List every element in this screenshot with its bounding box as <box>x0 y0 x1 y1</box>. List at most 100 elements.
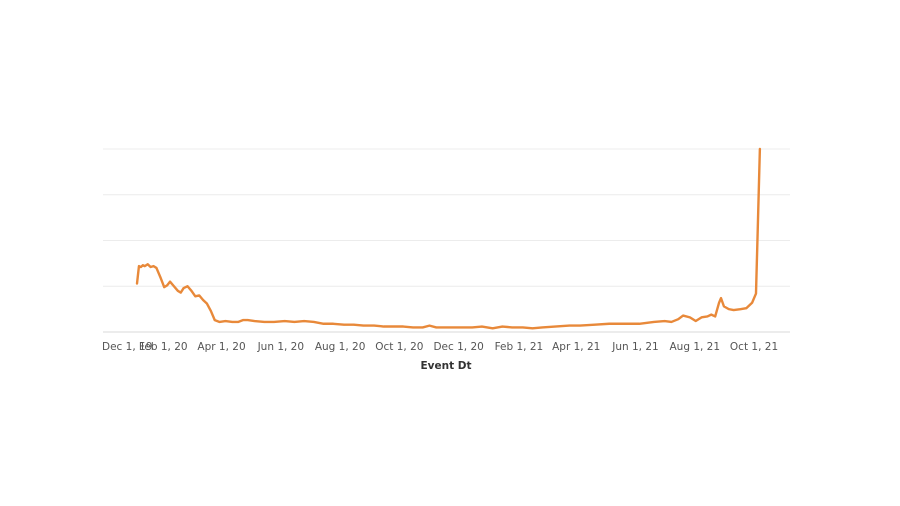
x-tick-label: Feb 1, 21 <box>495 341 544 353</box>
data-point <box>373 324 376 327</box>
data-point <box>152 265 155 268</box>
data-point <box>141 264 144 267</box>
data-point <box>343 323 345 326</box>
data-point <box>176 289 179 292</box>
data-point <box>382 325 385 328</box>
data-point <box>206 302 208 305</box>
data-point <box>136 282 138 285</box>
data-point <box>246 319 249 322</box>
data-point <box>739 308 742 311</box>
data-point <box>720 297 722 300</box>
data-point <box>140 266 142 268</box>
data-point <box>149 266 152 268</box>
data-point <box>322 322 325 325</box>
data-point <box>568 324 571 327</box>
gridlines <box>103 148 790 333</box>
x-tick-label: Oct 1, 20 <box>375 341 423 353</box>
x-tick-label: Feb 1, 20 <box>139 341 188 353</box>
data-point <box>579 324 582 327</box>
data-point <box>182 287 185 289</box>
x-tick-label: Jun 1, 20 <box>257 341 304 353</box>
data-point <box>155 267 158 269</box>
data-point <box>677 318 680 321</box>
data-point <box>392 325 395 328</box>
data-point <box>173 285 175 288</box>
data-point <box>521 326 524 329</box>
data-point <box>471 326 474 329</box>
data-point <box>332 322 335 325</box>
x-axis-title: Event Dt <box>420 360 471 372</box>
data-point <box>745 307 748 310</box>
data-point <box>273 321 275 323</box>
data-point <box>146 263 149 266</box>
data-point <box>412 326 414 329</box>
data-point <box>706 315 709 318</box>
data-point <box>190 289 193 292</box>
data-point <box>237 321 239 323</box>
data-point <box>511 326 513 329</box>
x-tick-label: Apr 1, 20 <box>197 341 245 353</box>
data-point <box>714 315 717 318</box>
data-point <box>755 292 757 295</box>
data-point <box>663 320 666 322</box>
x-tick-label: Jun 1, 21 <box>611 341 658 353</box>
data-point <box>447 326 449 329</box>
data-point <box>732 309 735 311</box>
series-layer <box>135 147 762 330</box>
x-tick-label: Dec 1, 19 <box>102 341 152 353</box>
data-point <box>186 285 189 288</box>
data-point <box>163 286 166 289</box>
data-point <box>682 314 685 317</box>
x-tick-label: Dec 1, 20 <box>433 341 483 353</box>
data-point <box>143 265 146 268</box>
data-point <box>751 301 753 304</box>
data-point <box>179 291 182 294</box>
series-line <box>135 147 762 330</box>
data-point <box>194 295 197 298</box>
data-point <box>402 325 405 328</box>
data-point <box>670 321 673 323</box>
data-point <box>242 319 244 322</box>
data-point <box>231 321 234 323</box>
data-point <box>608 322 611 325</box>
data-point <box>166 284 169 287</box>
data-point <box>209 310 212 312</box>
data-point <box>428 324 431 327</box>
data-point <box>159 276 162 278</box>
data-point <box>710 313 713 316</box>
data-point <box>491 327 494 330</box>
data-point <box>758 148 761 150</box>
data-point <box>531 327 534 330</box>
data-point <box>283 320 286 322</box>
data-point <box>293 321 296 323</box>
x-tick-label: Apr 1, 21 <box>552 341 600 353</box>
data-point <box>541 326 544 329</box>
data-point <box>553 325 556 328</box>
data-point <box>501 325 504 328</box>
data-point <box>757 221 759 224</box>
data-point <box>638 322 641 325</box>
data-point <box>653 321 655 323</box>
data-point <box>727 308 730 311</box>
data-point <box>218 321 221 323</box>
data-point <box>694 320 697 322</box>
data-point <box>138 265 140 268</box>
data-point <box>622 322 625 325</box>
data-point <box>312 321 315 323</box>
data-point <box>689 316 691 319</box>
data-point <box>352 323 355 326</box>
data-point <box>700 316 703 319</box>
data-point <box>224 320 227 322</box>
data-point <box>461 326 464 329</box>
data-point <box>593 323 596 326</box>
data-point <box>723 305 725 308</box>
data-point <box>253 320 256 322</box>
x-tick-label: Oct 1, 21 <box>730 341 778 353</box>
data-point <box>481 325 483 328</box>
x-tick-label: Aug 1, 20 <box>315 341 366 353</box>
data-point <box>435 326 438 329</box>
x-tick-label: Aug 1, 21 <box>669 341 720 353</box>
data-point <box>718 301 720 304</box>
data-point <box>303 320 306 322</box>
